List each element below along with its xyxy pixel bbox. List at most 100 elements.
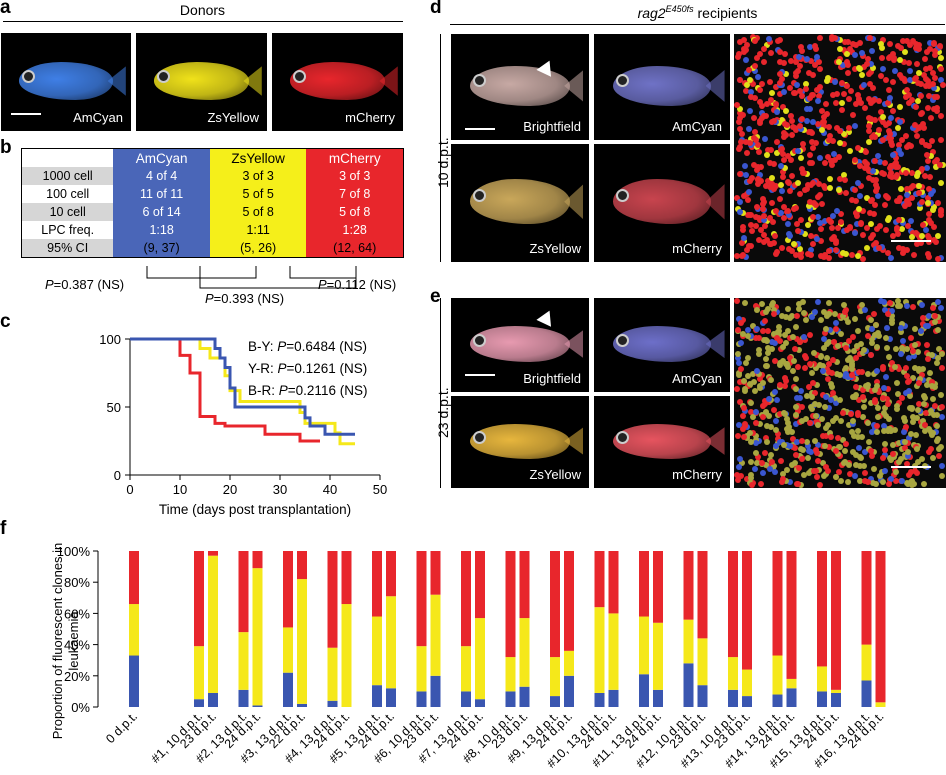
cell-dot [780, 130, 787, 137]
cell-dot [785, 211, 792, 218]
cell-dot [769, 338, 776, 345]
fish-body [470, 179, 570, 225]
cell-dot [772, 232, 779, 239]
cell-dot [810, 71, 817, 78]
cell-dot [876, 473, 883, 480]
cell-dot [868, 339, 875, 346]
cell-dot [890, 441, 896, 448]
cell-dot [924, 164, 931, 171]
cell-dot [772, 182, 779, 189]
bar-red [519, 551, 530, 619]
cell-dot [796, 190, 803, 197]
cell-dot [896, 119, 903, 126]
cell-dot [932, 74, 939, 81]
bar-red [416, 551, 427, 647]
cell-dot [890, 472, 897, 479]
cell-dot [882, 226, 889, 233]
cell-dot [781, 441, 788, 448]
cell-dot [864, 194, 871, 201]
cell-dot [759, 380, 766, 387]
e-side-rule [440, 298, 441, 488]
cell-dot [809, 139, 816, 146]
cell-dot [898, 395, 905, 402]
cell-dot [842, 176, 849, 183]
cell-dot [913, 132, 920, 139]
cell-dot [887, 336, 894, 343]
cell-dot [745, 354, 752, 361]
bar-red [875, 551, 886, 703]
cell-dot [827, 158, 834, 165]
bar-yellow [372, 616, 382, 686]
cell-dot [928, 408, 935, 415]
cell-dot [776, 119, 783, 126]
cell-dot [899, 246, 906, 253]
cell-dot [769, 219, 776, 226]
cell-dot [841, 308, 848, 315]
bar-yellow [430, 594, 441, 676]
cell-dot [734, 471, 741, 478]
cell-dot [762, 355, 769, 362]
cell-dot [934, 156, 941, 163]
cell-dot [934, 360, 941, 367]
cell-dot [840, 91, 847, 98]
cell-dot [938, 65, 944, 72]
cell-dot [777, 79, 784, 86]
cell-dot [896, 71, 903, 78]
cell-dot [884, 385, 891, 392]
scale-bar [891, 240, 931, 242]
cell-dot [864, 324, 871, 331]
cell-dot [856, 95, 863, 102]
cell-dot [935, 436, 942, 443]
y-tick-label: 100% [57, 544, 91, 559]
cell-dot [784, 442, 791, 449]
cell-dot [758, 177, 765, 184]
cell-dot [755, 176, 762, 183]
cell-dot [809, 379, 816, 386]
cell-dot [747, 93, 754, 100]
cell-dot [750, 378, 757, 385]
cell-dot [808, 57, 815, 64]
cell-dot [802, 415, 809, 422]
cell-dot [932, 94, 939, 101]
cell-dot [749, 413, 756, 420]
cell-dot [850, 41, 857, 48]
cell-dot [825, 300, 832, 307]
cell-dot [760, 212, 767, 219]
cell-dot [768, 452, 775, 458]
cell-dot [771, 117, 778, 124]
cell-dot [791, 148, 798, 155]
cell-dot [855, 158, 862, 165]
table-cell: 3 of 3 [306, 167, 404, 185]
cell-dot [825, 136, 832, 143]
cell-dot [903, 302, 910, 309]
cell-dot [764, 350, 771, 357]
cell-dot [882, 121, 889, 128]
cell-dot [808, 370, 815, 377]
cell-dot [930, 149, 937, 156]
cell-dot [793, 404, 800, 411]
cell-dot [801, 187, 808, 194]
cell-dot [913, 445, 920, 452]
bar-yellow [386, 596, 396, 689]
panel-letter-d: d [430, 0, 442, 18]
cell-dot [849, 49, 856, 56]
cell-dot [912, 75, 919, 82]
cell-dot [865, 114, 872, 121]
cell-dot [885, 353, 892, 360]
cell-dot [930, 224, 937, 231]
cell-dot [916, 400, 923, 407]
cell-dot [852, 51, 859, 58]
cell-dot [777, 146, 784, 153]
cell-dot [832, 247, 839, 254]
cell-dot [851, 123, 858, 130]
cell-dot [745, 332, 752, 339]
cell-dot [883, 395, 890, 402]
cell-dot [748, 227, 755, 234]
donors-header: Donors [179, 2, 226, 18]
cell-dot [782, 108, 789, 115]
cell-dot [741, 433, 748, 440]
cell-dot [769, 200, 776, 207]
cell-dot [815, 422, 822, 429]
cell-dot [889, 319, 896, 326]
